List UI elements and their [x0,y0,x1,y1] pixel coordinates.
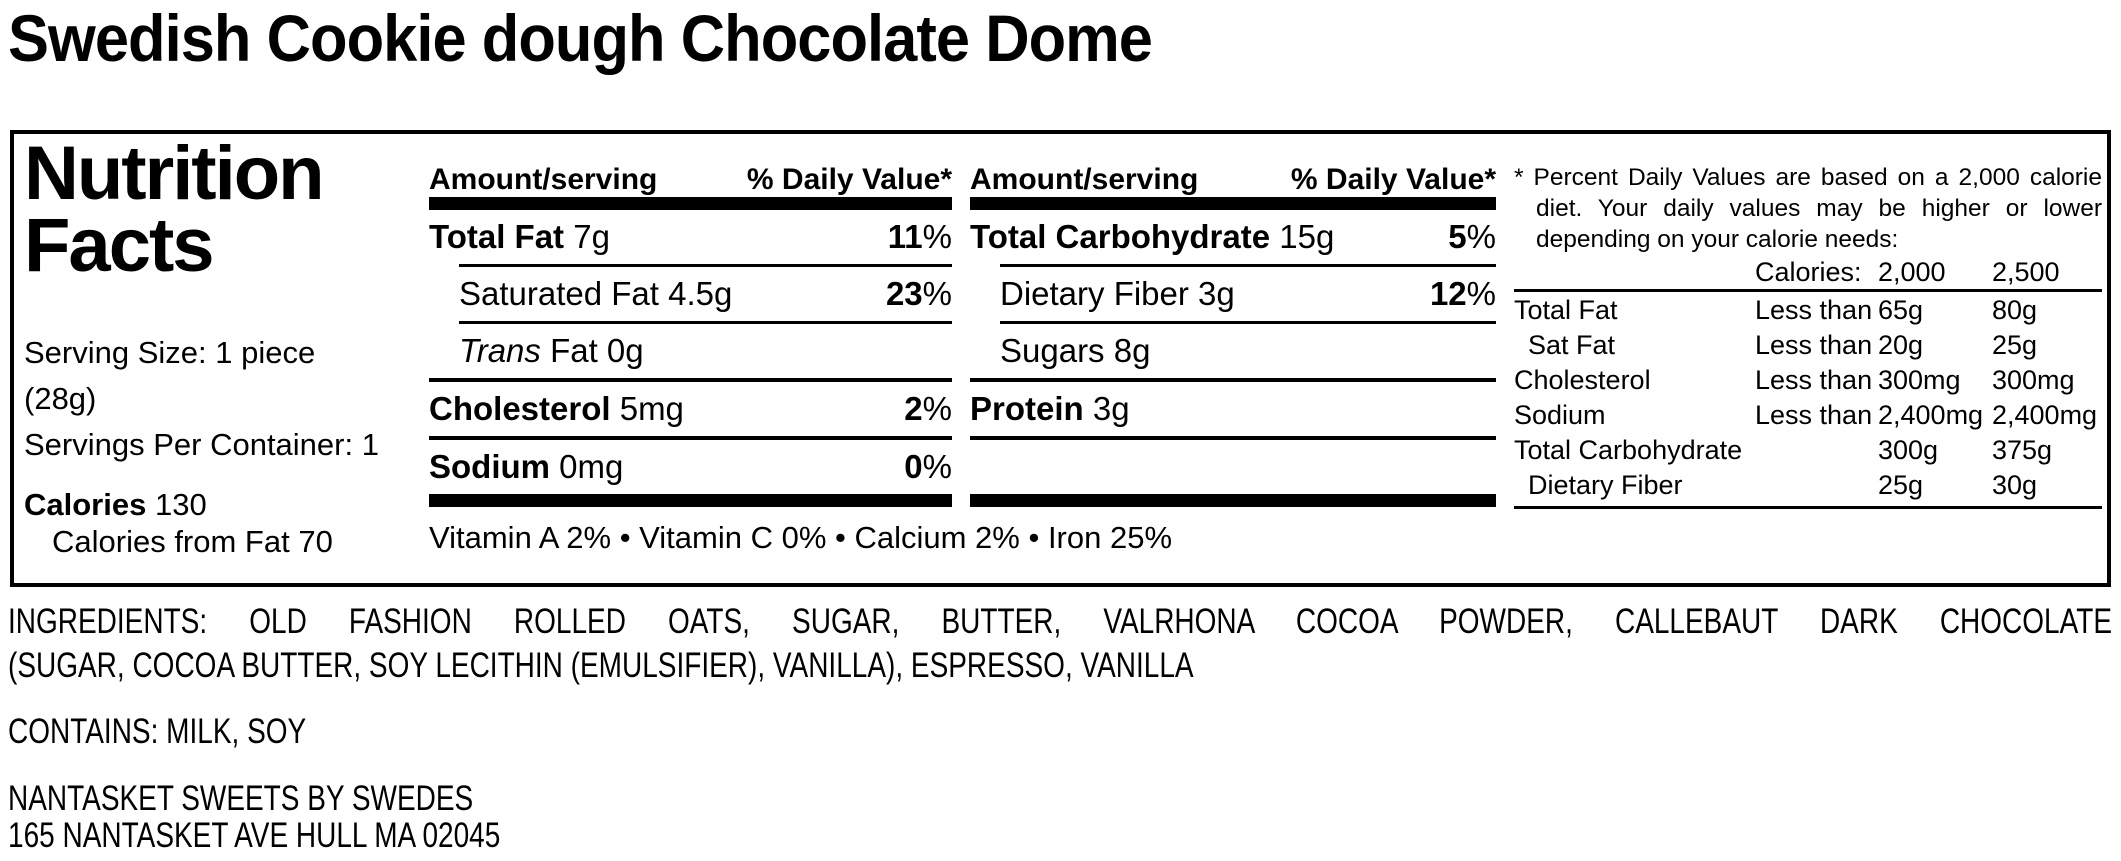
nutrient-name: Trans Fat 0g [459,332,644,369]
daily-value: 11% [887,218,952,255]
calories-header-label: Calories: [1755,257,1862,287]
daily-value: 5% [1448,218,1496,255]
row-total-fat: Total Fat 7g 11% [429,210,952,264]
footnote-line2: diet. Your daily values may be higher or… [1536,195,2102,222]
divider [970,378,1496,382]
company-name: NANTASKET SWEETS BY SWEDES [8,779,474,818]
divider [459,264,952,267]
reference-row-total-carbohydrate: Total Carbohydrate 300g 375g [1514,435,2053,465]
amount-column-2: Amount/serving % Daily Value* Total Carb… [970,134,1496,507]
nutrient-name: Total Fat 7g [429,218,610,255]
daily-value: 0% [904,448,952,485]
daily-value-footnote: * Percent Daily Values are based on a 2,… [1514,134,2102,255]
daily-value-label: % Daily Value* [746,163,952,196]
calories-info: Calories 130 Calories from Fat 70 [24,486,333,560]
reference-row-total-fat: Total Fat Less than 65g 80g [1514,295,2038,325]
divider [1000,321,1496,324]
row-sodium: Sodium 0mg 0% [429,440,952,494]
contains-statement: CONTAINS: MILK, SOY [8,712,307,751]
daily-value: 23% [885,275,952,312]
heading-line2: Facts [24,203,215,288]
calories-2000: 2,000 [1878,257,1946,287]
divider [459,321,952,324]
daily-value: 12% [1429,275,1496,312]
serving-size-line1: Serving Size: 1 piece [24,335,316,370]
divider [970,436,1496,440]
row-total-carbohydrate: Total Carbohydrate 15g 5% [970,210,1496,264]
row-sugars: Sugars 8g [970,324,1496,378]
nutrition-facts-heading: Nutrition Facts [24,131,325,288]
serving-size-line2: (28g) [24,381,97,416]
nutrient-name: Sodium 0mg [429,448,624,485]
daily-value-label: % Daily Value* [1290,163,1496,196]
nutrient-name: Saturated Fat 4.5g [459,275,733,312]
row-protein: Protein 3g [970,382,1496,436]
ingredients-line2: (SUGAR, COCOA BUTTER, SOY LECITHIN (EMUL… [8,646,1194,685]
divider [1514,506,2102,509]
ingredients-statement: INGREDIENTS: OLD FASHION ROLLED OATS, SU… [8,600,2112,688]
calories-label: Calories [24,487,147,522]
nf-left-column: Nutrition Facts Serving Size: 1 piece (2… [24,134,426,583]
nutrient-name: Sugars 8g [1000,332,1151,369]
serving-info: Serving Size: 1 piece (28g) Servings Per… [24,330,379,468]
divider-thick [429,494,952,507]
vitamins-line: Vitamin A 2% • Vitamin C 0% • Calcium 2%… [429,520,1173,555]
row-empty [970,440,1496,494]
calories-from-fat: Calories from Fat 70 [52,524,333,559]
reference-row-cholesterol: Cholesterol Less than 300mg 300mg [1514,365,2075,395]
footnote-line3: depending on your calorie needs: [1536,226,1899,253]
nutrient-name: Total Carbohydrate 15g [970,218,1335,255]
calories-line: Calories 130 [24,486,333,523]
reference-row-dietary-fiber: Dietary Fiber 25g 30g [1528,470,2038,500]
column-2-header: Amount/serving % Daily Value* [970,134,1496,197]
row-cholesterol: Cholesterol 5mg 2% [429,382,952,436]
calories-2500: 2,500 [1992,257,2060,287]
servings-per-container: Servings Per Container: 1 [24,427,379,462]
divider [1514,289,2102,292]
company-info: NANTASKET SWEETS BY SWEDES 165 NANTASKET… [8,780,2088,854]
divider [1000,264,1496,267]
reference-row-sodium: Sodium Less than 2,400mg 2,400mg [1514,400,2098,430]
nf-right-column: * Percent Daily Values are based on a 2,… [1514,134,2102,509]
row-saturated-fat: Saturated Fat 4.5g 23% [429,267,952,321]
amount-column-1: Amount/serving % Daily Value* Total Fat … [429,134,952,507]
amount-serving-label: Amount/serving [429,163,658,196]
footnote-line1: * Percent Daily Values are based on a 2,… [1514,164,2102,191]
company-address: 165 NANTASKET AVE HULL MA 02045 [8,816,501,855]
nutrient-name: Protein 3g [970,390,1130,427]
row-dietary-fiber: Dietary Fiber 3g 12% [970,267,1496,321]
nutrient-name: Dietary Fiber 3g [1000,275,1235,312]
nutrient-name: Cholesterol 5mg [429,390,684,427]
nutrition-facts-panel: Nutrition Facts Serving Size: 1 piece (2… [10,130,2111,587]
column-1-header: Amount/serving % Daily Value* [429,134,952,197]
calories-value: 130 [154,487,207,522]
divider [429,378,952,382]
divider-thick [970,494,1496,507]
row-trans-fat: Trans Fat 0g [429,324,952,378]
divider-thick [429,197,952,210]
product-title: Swedish Cookie dough Chocolate Dome [8,1,1153,75]
daily-value: 2% [904,390,952,427]
ingredients-line1: INGREDIENTS: OLD FASHION ROLLED OATS, SU… [8,602,2112,641]
divider-thick [970,197,1496,210]
reference-calories-row: Calories: 2,000 2,500 [1514,255,2102,286]
heading-line1: Nutrition [24,131,325,216]
reference-row-sat-fat: Sat Fat Less than 20g 25g [1528,330,2038,360]
amount-serving-label: Amount/serving [970,163,1199,196]
divider [429,436,952,440]
